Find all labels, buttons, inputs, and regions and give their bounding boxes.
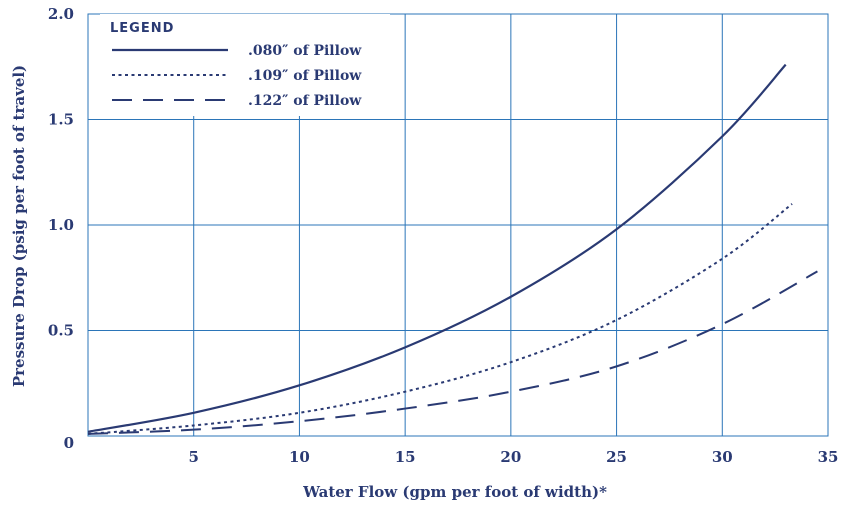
legend-label: .109″ of Pillow — [248, 68, 362, 84]
y-tick-label: 0.5 — [48, 322, 74, 340]
series-line-dashed — [87, 270, 818, 435]
x-tick-label: 35 — [818, 448, 839, 466]
tick-labels: 5 10 15 20 25 30 35 0 0.5 1.0 1.5 2.0 — [48, 5, 839, 466]
x-tick-label: 5 — [188, 448, 198, 466]
y-axis-label: Pressure Drop (psig per foot of travel) — [10, 65, 28, 387]
legend-label: .122″ of Pillow — [248, 93, 362, 109]
y-tick-label: 0 — [64, 434, 74, 452]
legend-label: .080″ of Pillow — [248, 43, 362, 59]
x-tick-label: 20 — [500, 448, 521, 466]
plot-frame — [87, 13, 829, 437]
y-tick-label: 1.0 — [48, 216, 74, 234]
series-line-solid — [87, 63, 787, 433]
y-tick-label: 1.5 — [48, 111, 74, 129]
legend-title: LEGEND — [110, 21, 174, 36]
series-lines — [87, 63, 818, 435]
x-tick-label: 30 — [712, 448, 733, 466]
x-tick-label: 10 — [289, 448, 310, 466]
x-tick-label: 15 — [395, 448, 416, 466]
legend: LEGEND .080″ of Pillow .109″ of Pillow .12… — [100, 14, 390, 116]
y-tick-label: 2.0 — [48, 5, 74, 23]
x-axis-label: Water Flow (gpm per foot of width)* — [302, 483, 607, 501]
series-line-dotted — [87, 203, 793, 435]
x-tick-label: 25 — [606, 448, 627, 466]
